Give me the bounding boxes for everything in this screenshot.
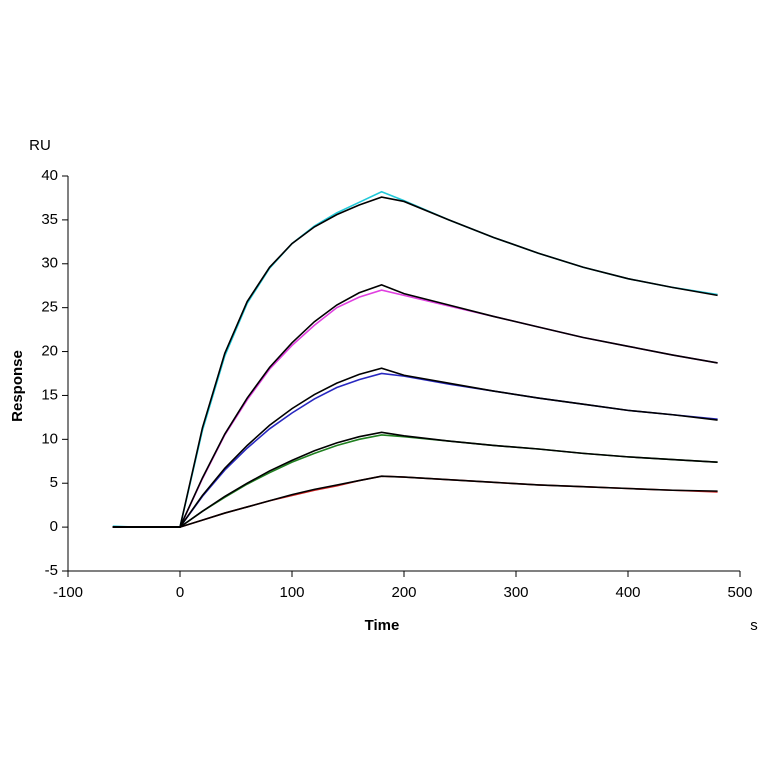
x-tick-label: 200 [391,584,416,601]
y-tick-label: 10 [41,430,58,447]
sensorgram-line [112,196,718,528]
sensorgram-line [112,475,718,528]
x-tick-label: -100 [53,584,83,601]
sensorgram-line [112,372,718,528]
x-tick-label: 400 [615,584,640,601]
x-axis-label: Time [365,617,400,634]
x-tick-label: 0 [176,584,184,601]
y-tick-label: 15 [41,386,58,403]
sensorgram-line [112,289,718,528]
y-tick-label: 30 [41,255,58,272]
y-tick-label: 0 [50,518,58,535]
sensorgram-line [112,431,718,528]
y-tick-label: 20 [41,343,58,360]
x-unit: s [750,617,758,634]
x-tick-label: 500 [727,584,752,601]
y-tick-label: 25 [41,299,58,316]
x-tick-label: 100 [279,584,304,601]
sensorgram-line [112,367,718,528]
y-tick-label: 40 [41,167,58,184]
x-tick-label: 300 [503,584,528,601]
y-axis-label: Response [9,350,26,422]
sensorgram-line [112,434,718,528]
y-tick-label: -5 [45,562,58,579]
y-tick-label: 35 [41,211,58,228]
y-unit: RU [29,137,51,154]
sensorgram-line [112,283,718,528]
y-tick-label: 5 [50,474,58,491]
